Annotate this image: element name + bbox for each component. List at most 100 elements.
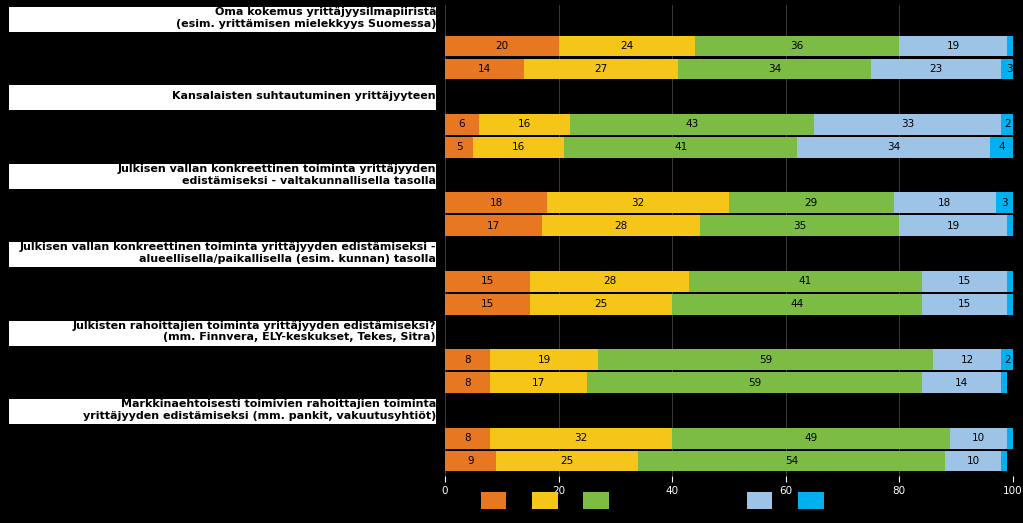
FancyBboxPatch shape <box>9 164 436 189</box>
Bar <box>995 192 1013 213</box>
Text: 2: 2 <box>1004 119 1011 129</box>
Bar <box>565 137 797 158</box>
Bar <box>728 192 893 213</box>
Bar <box>445 59 525 79</box>
Bar <box>530 294 672 315</box>
Text: 54: 54 <box>785 456 798 466</box>
Text: 14: 14 <box>478 64 491 74</box>
Bar <box>871 59 1002 79</box>
Text: 24: 24 <box>620 41 633 51</box>
Text: 27: 27 <box>594 64 608 74</box>
Text: 25: 25 <box>561 456 574 466</box>
Text: 3: 3 <box>1007 64 1013 74</box>
Text: Markkinaehtoisesti toimivien rahoittajien toiminta
yrittäjyyden edistämiseksi (m: Markkinaehtoisesti toimivien rahoittajie… <box>83 399 436 421</box>
Bar <box>672 294 922 315</box>
Text: 15: 15 <box>958 276 971 286</box>
Text: 41: 41 <box>799 276 812 286</box>
Bar <box>690 271 922 292</box>
Bar <box>490 428 672 449</box>
Bar <box>490 349 598 370</box>
Text: 19: 19 <box>946 41 960 51</box>
Text: 8: 8 <box>464 378 471 388</box>
Text: 29: 29 <box>804 198 817 208</box>
FancyBboxPatch shape <box>798 493 824 509</box>
Text: 16: 16 <box>518 119 531 129</box>
Text: Julkisten rahoittajien toiminta yrittäjyyden edistämiseksi?
(mm. Finnvera, ELY-k: Julkisten rahoittajien toiminta yrittäjy… <box>73 321 436 343</box>
Text: 41: 41 <box>674 142 687 152</box>
Text: 17: 17 <box>532 378 545 388</box>
Bar <box>933 349 1002 370</box>
Text: 8: 8 <box>464 433 471 443</box>
Bar <box>899 36 1007 56</box>
Text: 43: 43 <box>685 119 699 129</box>
Text: Julkisen vallan konkreettinen toiminta yrittäjyyden edistämiseksi -
alueellisell: Julkisen vallan konkreettinen toiminta y… <box>19 242 436 264</box>
Text: 16: 16 <box>513 142 526 152</box>
Text: 10: 10 <box>972 433 985 443</box>
Bar <box>922 294 1007 315</box>
Bar <box>445 114 479 135</box>
Bar <box>445 294 530 315</box>
Bar <box>1002 451 1007 472</box>
Bar <box>547 192 728 213</box>
Text: 23: 23 <box>930 64 943 74</box>
Text: 18: 18 <box>938 198 951 208</box>
Bar <box>541 215 701 236</box>
Bar <box>496 451 638 472</box>
Bar <box>445 192 547 213</box>
FancyBboxPatch shape <box>9 7 436 32</box>
Bar <box>950 428 1007 449</box>
Bar <box>1002 114 1013 135</box>
Bar <box>559 36 695 56</box>
Bar <box>672 428 950 449</box>
Bar <box>445 271 530 292</box>
Text: Kansalaisten suhtautuminen yrittäjyyteen: Kansalaisten suhtautuminen yrittäjyyteen <box>173 91 436 101</box>
Text: 4: 4 <box>998 142 1005 152</box>
FancyBboxPatch shape <box>9 321 436 346</box>
Bar <box>1007 271 1013 292</box>
Text: Julkisen vallan konkreettinen toiminta yrittäjyyden
edistämiseksi - valtakunnall: Julkisen vallan konkreettinen toiminta y… <box>118 164 436 186</box>
Bar <box>1002 59 1019 79</box>
Bar <box>445 451 496 472</box>
Bar <box>701 215 899 236</box>
Text: 6: 6 <box>458 119 465 129</box>
Text: 32: 32 <box>575 433 588 443</box>
Text: 44: 44 <box>791 299 804 309</box>
FancyBboxPatch shape <box>9 399 436 424</box>
Bar <box>1007 428 1013 449</box>
Text: 15: 15 <box>481 299 494 309</box>
Text: 34: 34 <box>767 64 781 74</box>
Bar <box>899 215 1007 236</box>
Bar <box>479 114 570 135</box>
Bar <box>445 137 474 158</box>
FancyBboxPatch shape <box>9 242 436 267</box>
Bar <box>474 137 565 158</box>
Bar <box>445 372 490 393</box>
Text: 59: 59 <box>759 355 772 365</box>
FancyBboxPatch shape <box>9 85 436 110</box>
Bar <box>525 59 678 79</box>
Bar <box>445 349 490 370</box>
Bar <box>490 372 587 393</box>
Text: 28: 28 <box>603 276 616 286</box>
Text: 15: 15 <box>958 299 971 309</box>
Text: 12: 12 <box>961 355 974 365</box>
Bar <box>445 215 541 236</box>
FancyBboxPatch shape <box>481 493 506 509</box>
Text: 9: 9 <box>468 456 474 466</box>
Bar <box>922 372 1002 393</box>
Text: 35: 35 <box>793 221 806 231</box>
Text: 59: 59 <box>748 378 761 388</box>
Bar <box>1002 349 1013 370</box>
Bar <box>445 36 559 56</box>
Text: 19: 19 <box>946 221 960 231</box>
Text: 3: 3 <box>1000 198 1008 208</box>
Text: 28: 28 <box>615 221 628 231</box>
Text: 18: 18 <box>489 198 502 208</box>
Bar <box>570 114 814 135</box>
Text: 2: 2 <box>1004 355 1011 365</box>
Text: 36: 36 <box>791 41 804 51</box>
FancyBboxPatch shape <box>747 493 772 509</box>
Text: 19: 19 <box>538 355 551 365</box>
Bar <box>990 137 1013 158</box>
Bar <box>445 428 490 449</box>
